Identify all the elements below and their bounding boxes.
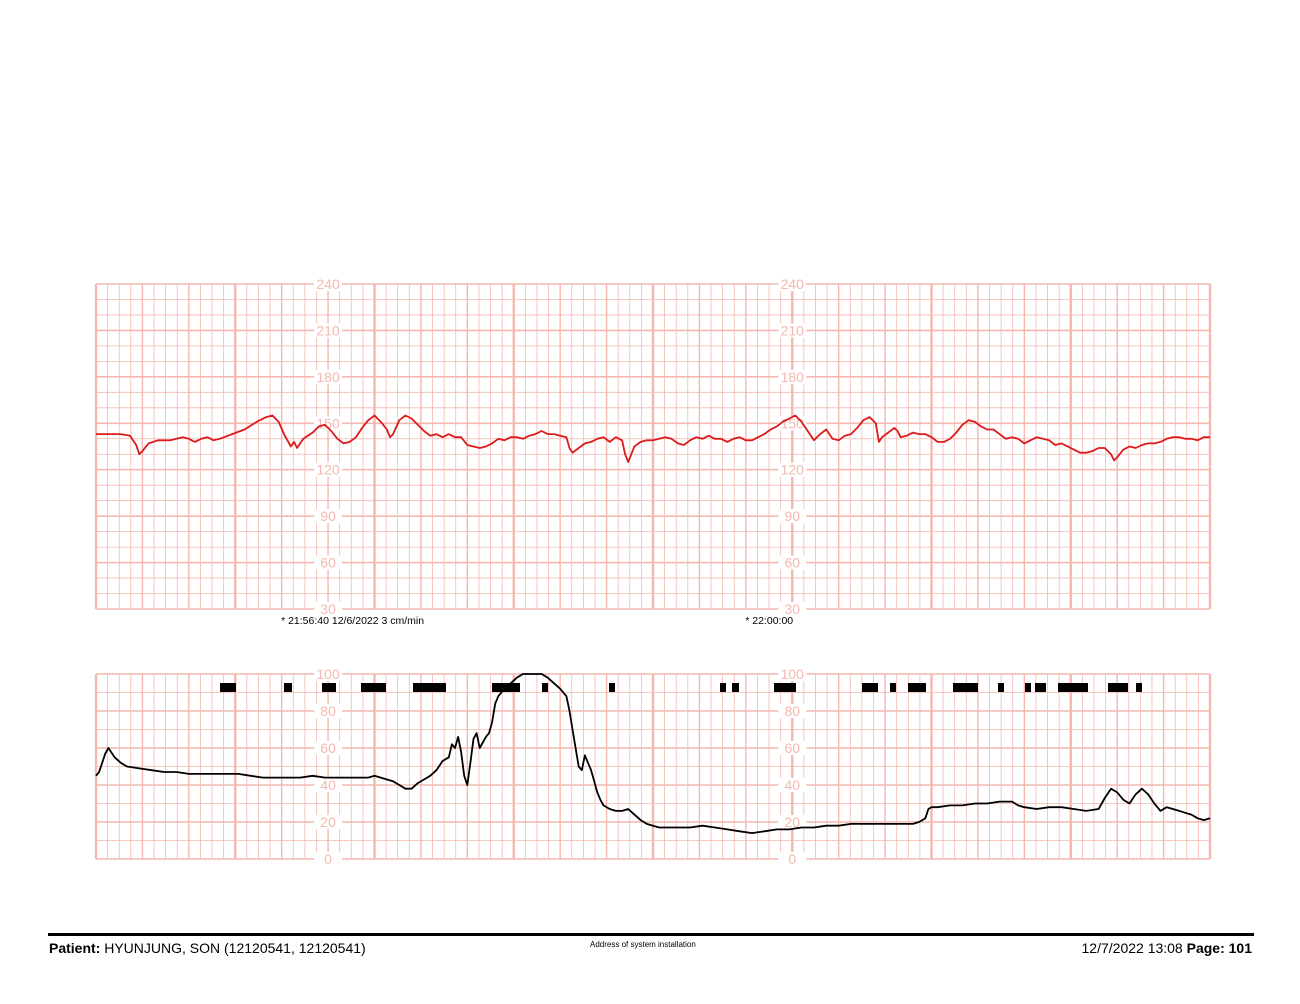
page-label: Page: <box>1186 940 1225 956</box>
movement-mark <box>284 683 292 692</box>
page-number: 101 <box>1228 940 1252 956</box>
movement-mark <box>1136 683 1142 692</box>
tick-label-bg <box>778 704 807 718</box>
tick-label: 60 <box>320 740 336 756</box>
tick-label: 60 <box>784 555 800 571</box>
tick-label-bg <box>778 815 807 829</box>
tick-label: 180 <box>781 369 805 385</box>
movement-mark <box>998 683 1004 692</box>
tick-label-bg <box>778 667 807 681</box>
ua-series-line <box>95 673 1211 834</box>
movement-mark <box>1108 683 1128 692</box>
fhr-tick-labels: 3060901201501802102403060901201501802102… <box>314 276 807 617</box>
tick-label: 150 <box>316 415 340 431</box>
tick-label: 240 <box>781 276 805 292</box>
tick-label: 240 <box>316 276 340 292</box>
time-annotations: * 21:56:40 12/6/2022 3 cm/min * 22:00:00 <box>281 615 793 627</box>
tick-label-bg <box>314 509 343 524</box>
ua-grid <box>94 673 1212 860</box>
tick-label-bg <box>314 555 343 570</box>
tick-label: 90 <box>784 508 800 524</box>
tick-label: 120 <box>316 462 340 478</box>
movement-mark <box>1025 683 1031 692</box>
tick-label: 100 <box>781 666 805 682</box>
tick-label: 80 <box>784 703 800 719</box>
tick-label-bg <box>778 369 807 384</box>
tick-label: 90 <box>320 508 336 524</box>
tick-label: 80 <box>320 703 336 719</box>
tick-label: 180 <box>316 369 340 385</box>
tick-label-bg <box>778 277 807 291</box>
tick-label-bg <box>778 602 807 616</box>
movement-mark <box>220 683 236 692</box>
ua-tick-labels: 0 20 40 60 80 100 0 20 40 60 80 100 <box>314 666 807 867</box>
footer-right: 12/7/2022 13:08 Page: 101 <box>1082 940 1252 956</box>
tick-label-bg <box>314 416 343 431</box>
tick-label: 30 <box>784 601 800 617</box>
tick-label-bg <box>314 602 343 616</box>
tick-label: 120 <box>781 462 805 478</box>
tick-label-bg <box>314 815 343 829</box>
tick-label-bg <box>314 369 343 384</box>
patient-value: HYUNJUNG, SON (12120541, 12120541) <box>104 940 366 956</box>
movement-mark <box>609 683 615 692</box>
tick-label-bg <box>314 277 343 291</box>
movement-mark <box>720 683 726 692</box>
tick-label-bg <box>778 462 807 477</box>
movement-mark <box>361 683 386 692</box>
tick-label: 0 <box>788 851 796 867</box>
fhr-grid <box>94 283 1212 610</box>
tick-label: 20 <box>784 814 800 830</box>
tick-label: 100 <box>316 666 340 682</box>
movement-mark <box>732 683 739 692</box>
installation-address: Address of system installation <box>590 940 696 949</box>
tick-label: 60 <box>784 740 800 756</box>
movement-mark <box>908 683 926 692</box>
time-annotation: * 21:56:40 12/6/2022 3 cm/min <box>281 615 424 627</box>
tick-label: 40 <box>320 777 336 793</box>
tick-label-bg <box>778 509 807 524</box>
tick-label-bg <box>314 323 343 338</box>
fetal-monitor-strip: 3060901201501802102403060901201501802102… <box>94 276 1212 867</box>
patient-label: Patient: <box>49 940 101 956</box>
tick-label: 40 <box>784 777 800 793</box>
movement-mark <box>1035 683 1046 692</box>
print-datetime: 12/7/2022 13:08 <box>1081 940 1183 956</box>
tick-label-bg <box>314 741 343 755</box>
movement-mark <box>1058 683 1088 692</box>
tick-label-bg <box>314 852 343 866</box>
movement-mark <box>774 683 796 692</box>
tick-label-bg <box>314 778 343 792</box>
tick-label-bg <box>778 778 807 792</box>
patient-info: Patient: HYUNJUNG, SON (12120541, 121205… <box>49 940 366 956</box>
movement-mark <box>953 683 978 692</box>
footer-rule <box>48 933 1254 936</box>
tick-label-bg <box>314 462 343 477</box>
time-annotation: * 22:00:00 <box>745 615 793 627</box>
movement-mark <box>890 683 896 692</box>
tick-label-bg <box>778 741 807 755</box>
fhr-series-line <box>96 414 1210 463</box>
tick-label-bg <box>778 323 807 338</box>
fetal-movement-marks <box>220 683 1142 692</box>
tick-label: 0 <box>324 851 332 867</box>
tick-label: 210 <box>316 322 340 338</box>
tick-label: 210 <box>781 322 805 338</box>
tick-label-bg <box>778 555 807 570</box>
tick-label-bg <box>314 704 343 718</box>
movement-mark <box>862 683 878 692</box>
tick-label: 60 <box>320 555 336 571</box>
tick-label-bg <box>778 852 807 866</box>
tick-label: 30 <box>320 601 336 617</box>
tick-label: 20 <box>320 814 336 830</box>
tick-label-bg <box>314 667 343 681</box>
movement-mark <box>322 683 336 692</box>
movement-mark <box>542 683 548 692</box>
movement-mark <box>413 683 446 692</box>
